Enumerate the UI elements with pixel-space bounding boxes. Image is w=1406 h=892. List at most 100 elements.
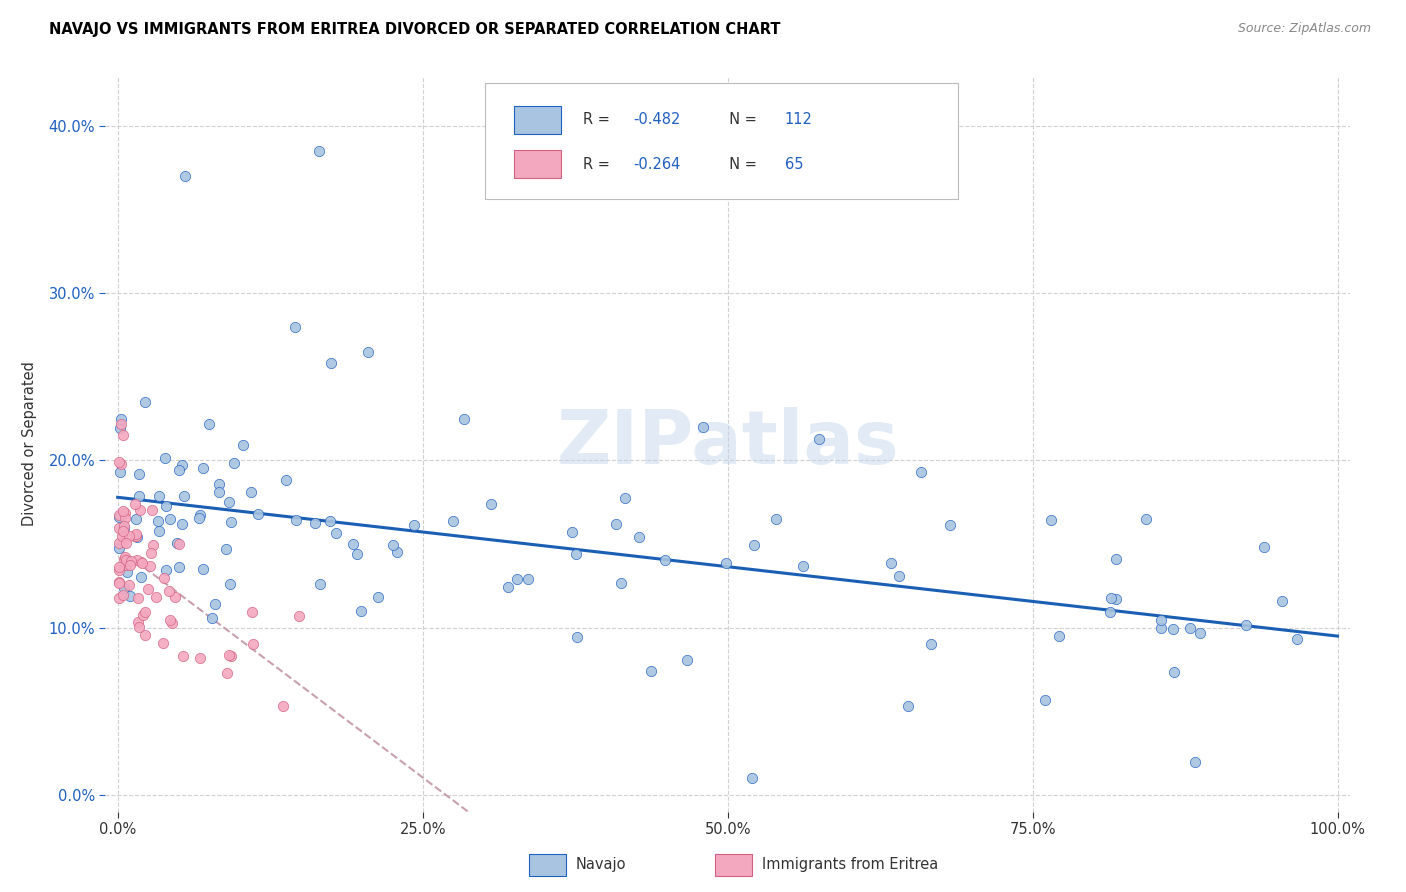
Point xyxy=(1271,594,1294,608)
Point xyxy=(517,572,540,586)
Point xyxy=(118,578,141,592)
Point xyxy=(148,524,170,538)
Point xyxy=(506,572,529,586)
Point xyxy=(692,420,714,434)
Point xyxy=(218,648,240,662)
Point xyxy=(125,512,148,526)
Point xyxy=(1105,552,1128,566)
Point xyxy=(197,417,219,431)
Point xyxy=(125,529,148,543)
Point xyxy=(114,552,136,566)
Point xyxy=(148,489,170,503)
Point xyxy=(167,560,190,574)
Point xyxy=(170,516,193,531)
Point xyxy=(112,519,135,533)
Point xyxy=(402,518,425,533)
Point xyxy=(108,510,131,524)
Point xyxy=(1150,621,1173,635)
Point xyxy=(111,504,134,518)
Point xyxy=(145,590,167,604)
Point xyxy=(172,458,194,472)
Point xyxy=(120,553,142,567)
Point xyxy=(111,524,134,539)
Point xyxy=(222,456,245,470)
Point xyxy=(201,611,224,625)
Point xyxy=(605,517,627,532)
Point xyxy=(219,577,242,591)
Point xyxy=(1149,614,1171,628)
Point xyxy=(1135,512,1157,526)
Point xyxy=(129,503,152,517)
Point xyxy=(115,536,138,550)
Point xyxy=(215,542,238,557)
FancyBboxPatch shape xyxy=(513,106,561,134)
Point xyxy=(112,521,135,535)
Point xyxy=(610,576,633,591)
Point xyxy=(191,562,214,576)
Point xyxy=(108,535,131,549)
Point xyxy=(118,529,141,543)
Point xyxy=(141,503,163,517)
Point xyxy=(887,569,910,583)
Point xyxy=(217,665,239,680)
Point xyxy=(146,514,169,528)
FancyBboxPatch shape xyxy=(513,150,561,178)
Point xyxy=(385,544,408,558)
Point xyxy=(115,565,138,579)
Point xyxy=(139,558,162,573)
Point xyxy=(274,473,297,487)
Text: R =: R = xyxy=(583,112,614,128)
Point xyxy=(561,524,583,539)
Point xyxy=(108,521,131,535)
Point xyxy=(108,465,131,479)
Text: Navajo: Navajo xyxy=(576,857,626,872)
Point xyxy=(132,608,155,623)
Point xyxy=(325,526,347,541)
Point xyxy=(114,510,136,524)
FancyBboxPatch shape xyxy=(716,854,752,876)
Point xyxy=(1033,693,1056,707)
Point xyxy=(1047,629,1070,643)
Point xyxy=(110,411,132,425)
Point xyxy=(357,344,380,359)
Point xyxy=(1234,618,1257,632)
Point xyxy=(742,538,765,552)
Point xyxy=(129,555,152,569)
Point xyxy=(163,591,186,605)
Point xyxy=(110,457,132,471)
Point xyxy=(131,556,153,570)
Point xyxy=(308,144,330,158)
Point xyxy=(188,508,211,522)
Text: 112: 112 xyxy=(785,112,813,128)
Point xyxy=(124,529,146,543)
Point xyxy=(1099,591,1122,606)
Point xyxy=(108,541,131,555)
Point xyxy=(714,556,737,570)
Point xyxy=(115,552,138,566)
Point xyxy=(127,591,149,606)
Point xyxy=(627,530,650,544)
Point xyxy=(129,570,152,584)
Text: R =: R = xyxy=(583,157,614,171)
Point xyxy=(159,511,181,525)
Point xyxy=(675,653,697,667)
Point xyxy=(173,169,195,183)
Point xyxy=(153,451,176,466)
Point xyxy=(190,651,212,665)
Point xyxy=(112,551,135,566)
Point xyxy=(939,518,962,533)
Point xyxy=(111,588,134,602)
Point xyxy=(191,461,214,475)
Point xyxy=(1099,605,1122,619)
Point xyxy=(110,421,132,435)
Point xyxy=(112,534,135,549)
Point xyxy=(304,516,326,530)
Point xyxy=(108,575,131,590)
Point xyxy=(342,537,364,551)
Point xyxy=(897,699,920,714)
Text: 65: 65 xyxy=(785,157,803,171)
Point xyxy=(127,530,149,544)
Point xyxy=(453,412,475,426)
Point xyxy=(160,615,183,630)
FancyBboxPatch shape xyxy=(485,83,957,200)
